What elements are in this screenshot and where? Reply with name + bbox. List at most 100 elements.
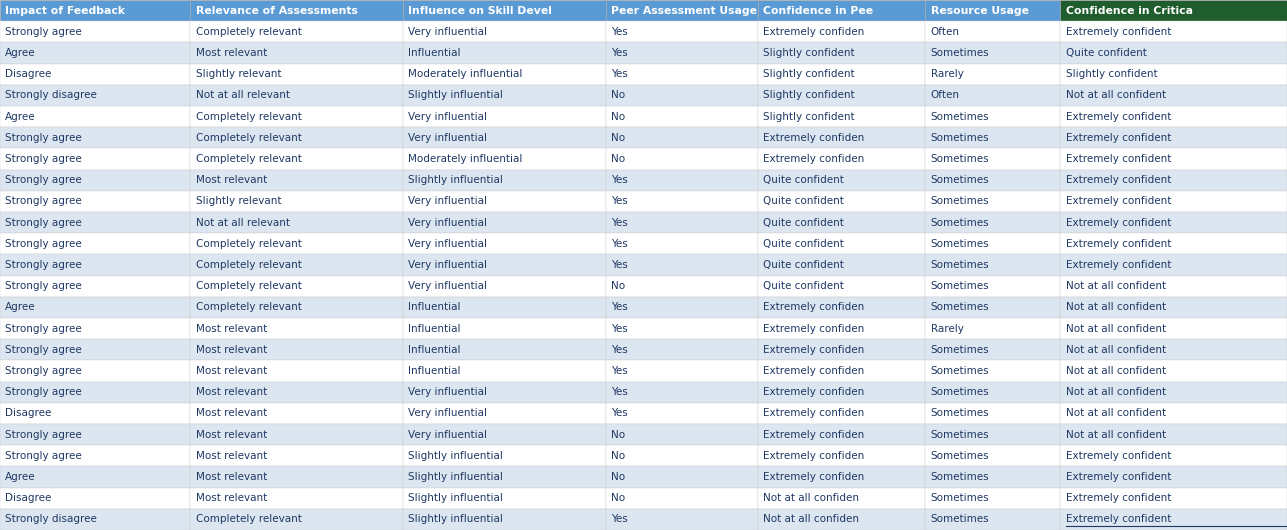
Text: Very influential: Very influential (408, 409, 486, 418)
Text: Very influential: Very influential (408, 133, 486, 143)
Bar (925, 170, 1060, 191)
Bar (606, 106, 758, 127)
Bar (403, 276, 606, 297)
Text: No: No (611, 430, 625, 439)
Text: Very influential: Very influential (408, 260, 486, 270)
Text: Yes: Yes (611, 197, 628, 206)
Text: Rarely: Rarely (931, 69, 964, 79)
Text: Extremely confiden: Extremely confiden (763, 451, 865, 461)
Text: Strongly agree: Strongly agree (5, 154, 82, 164)
Bar (925, 318, 1060, 339)
Bar (190, 212, 403, 233)
Text: Strongly agree: Strongly agree (5, 133, 82, 143)
Bar (190, 0, 403, 21)
Text: Slightly influential: Slightly influential (408, 91, 503, 100)
Text: Extremely confident: Extremely confident (1066, 197, 1171, 206)
Text: Very influential: Very influential (408, 239, 486, 249)
Text: Completely relevant: Completely relevant (196, 515, 301, 524)
Text: Moderately influential: Moderately influential (408, 154, 523, 164)
Bar (0, 127, 190, 148)
Text: Strongly agree: Strongly agree (5, 324, 82, 333)
Text: Sometimes: Sometimes (931, 387, 990, 397)
Bar (1060, 212, 1287, 233)
Bar (0, 424, 190, 445)
Text: Strongly agree: Strongly agree (5, 197, 82, 206)
Text: Very influential: Very influential (408, 112, 486, 121)
Bar (190, 297, 403, 318)
Text: Very influential: Very influential (408, 197, 486, 206)
Bar (190, 445, 403, 466)
Text: Extremely confident: Extremely confident (1066, 27, 1171, 37)
Text: Yes: Yes (611, 515, 628, 524)
Bar (1060, 360, 1287, 382)
Text: Completely relevant: Completely relevant (196, 112, 301, 121)
Bar (925, 85, 1060, 106)
Text: Sometimes: Sometimes (931, 515, 990, 524)
Text: Disagree: Disagree (5, 409, 51, 418)
Bar (606, 339, 758, 360)
Bar (0, 85, 190, 106)
Text: Disagree: Disagree (5, 493, 51, 503)
Text: Quite confident: Quite confident (763, 239, 844, 249)
Bar (758, 297, 925, 318)
Bar (0, 191, 190, 212)
Text: Strongly agree: Strongly agree (5, 366, 82, 376)
Bar (758, 466, 925, 488)
Text: Sometimes: Sometimes (931, 197, 990, 206)
Text: Yes: Yes (611, 366, 628, 376)
Bar (1060, 21, 1287, 42)
Bar (925, 445, 1060, 466)
Bar (0, 212, 190, 233)
Text: Extremely confiden: Extremely confiden (763, 303, 865, 312)
Bar (758, 382, 925, 403)
Text: Most relevant: Most relevant (196, 345, 266, 355)
Text: Yes: Yes (611, 345, 628, 355)
Bar (403, 509, 606, 530)
Bar (925, 127, 1060, 148)
Text: Slightly confident: Slightly confident (1066, 69, 1157, 79)
Text: Sometimes: Sometimes (931, 218, 990, 227)
Bar (403, 191, 606, 212)
Text: Yes: Yes (611, 260, 628, 270)
Text: Yes: Yes (611, 69, 628, 79)
Text: Sometimes: Sometimes (931, 260, 990, 270)
Text: Yes: Yes (611, 239, 628, 249)
Bar (403, 64, 606, 85)
Text: Sometimes: Sometimes (931, 239, 990, 249)
Text: Agree: Agree (5, 112, 36, 121)
Bar (0, 466, 190, 488)
Bar (758, 360, 925, 382)
Bar (758, 64, 925, 85)
Text: Slightly relevant: Slightly relevant (196, 69, 281, 79)
Bar (606, 424, 758, 445)
Bar (758, 148, 925, 170)
Bar (0, 233, 190, 254)
Text: Extremely confiden: Extremely confiden (763, 133, 865, 143)
Bar (190, 509, 403, 530)
Bar (403, 403, 606, 424)
Bar (0, 318, 190, 339)
Text: Strongly agree: Strongly agree (5, 27, 82, 37)
Bar (403, 148, 606, 170)
Text: Strongly agree: Strongly agree (5, 175, 82, 185)
Text: Extremely confident: Extremely confident (1066, 133, 1171, 143)
Bar (0, 276, 190, 297)
Text: Most relevant: Most relevant (196, 387, 266, 397)
Text: Not at all confident: Not at all confident (1066, 91, 1166, 100)
Bar (1060, 42, 1287, 64)
Bar (606, 212, 758, 233)
Text: Extremely confiden: Extremely confiden (763, 366, 865, 376)
Bar (403, 254, 606, 276)
Bar (758, 445, 925, 466)
Bar (1060, 85, 1287, 106)
Text: Extremely confiden: Extremely confiden (763, 387, 865, 397)
Bar (606, 191, 758, 212)
Text: Slightly influential: Slightly influential (408, 493, 503, 503)
Text: Sometimes: Sometimes (931, 493, 990, 503)
Text: Extremely confident: Extremely confident (1066, 175, 1171, 185)
Bar (1060, 445, 1287, 466)
Text: Not at all confiden: Not at all confiden (763, 515, 860, 524)
Text: Extremely confident: Extremely confident (1066, 239, 1171, 249)
Text: Slightly influential: Slightly influential (408, 515, 503, 524)
Text: Agree: Agree (5, 303, 36, 312)
